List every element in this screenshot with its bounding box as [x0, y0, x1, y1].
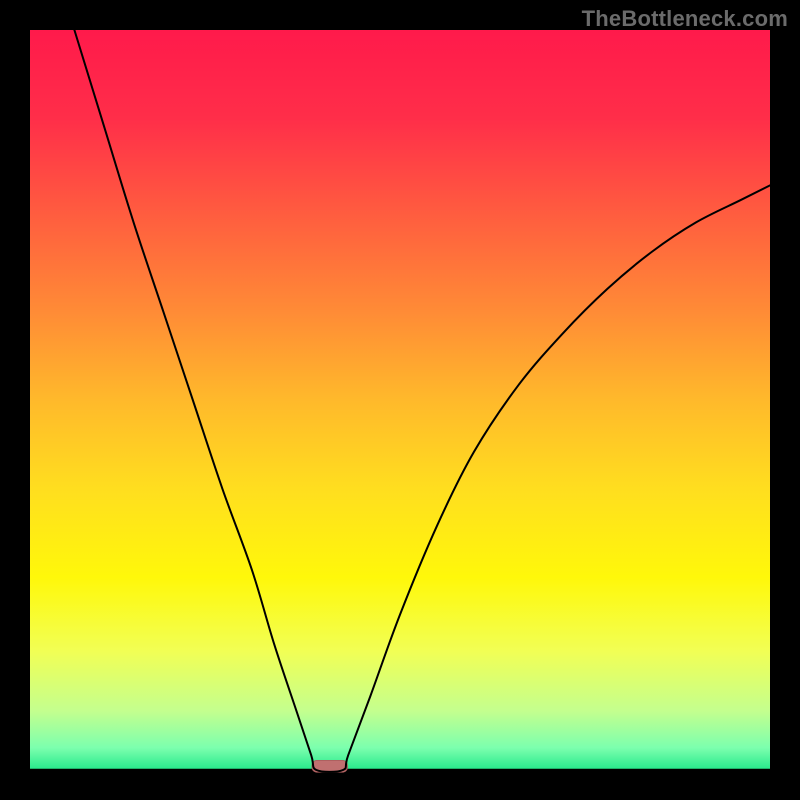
bottleneck-chart: [0, 0, 800, 800]
watermark-text: TheBottleneck.com: [582, 6, 788, 32]
chart-container: TheBottleneck.com: [0, 0, 800, 800]
plot-background: [30, 30, 770, 770]
